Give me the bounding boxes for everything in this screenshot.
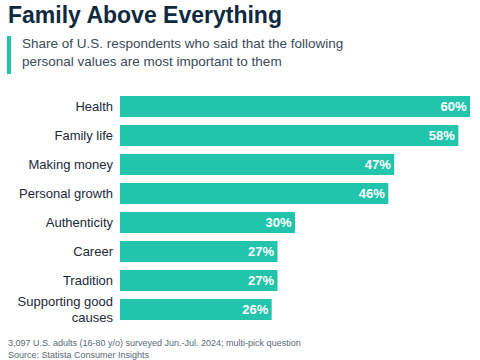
svg-text:Career: Career — [73, 244, 113, 259]
svg-text:26%: 26% — [242, 302, 268, 317]
svg-text:Family life: Family life — [54, 128, 113, 143]
svg-text:Share of U.S. respondents who: Share of U.S. respondents who said that … — [22, 36, 343, 69]
svg-text:60%: 60% — [441, 99, 467, 114]
svg-text:Health: Health — [75, 99, 113, 114]
svg-text:47%: 47% — [365, 157, 391, 172]
svg-text:58%: 58% — [429, 128, 455, 143]
svg-text:30%: 30% — [266, 215, 292, 230]
svg-text:Family Above Everything: Family Above Everything — [8, 2, 282, 28]
svg-text:Authenticity: Authenticity — [46, 215, 114, 230]
svg-text:Making money: Making money — [28, 157, 113, 172]
svg-text:3,097 U.S. adults (16-80 y/o): 3,097 U.S. adults (16-80 y/o) surveyed J… — [8, 338, 301, 348]
svg-text:Personal growth: Personal growth — [19, 186, 113, 201]
svg-text:Source: Statista Consumer Insi: Source: Statista Consumer Insights — [8, 350, 150, 360]
svg-text:Supporting goodcauses: Supporting goodcauses — [18, 294, 114, 326]
svg-text:27%: 27% — [248, 244, 274, 259]
svg-text:46%: 46% — [359, 186, 385, 201]
svg-text:27%: 27% — [248, 273, 274, 288]
svg-text:Tradition: Tradition — [63, 273, 113, 288]
